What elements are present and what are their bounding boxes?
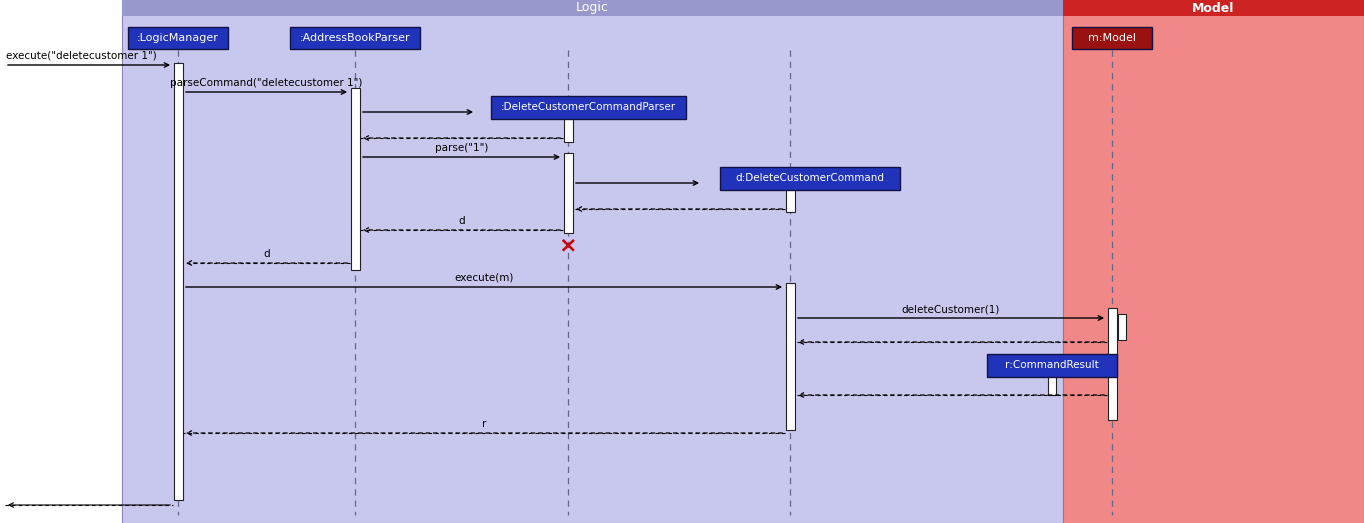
Bar — [128, 27, 228, 49]
Bar — [173, 63, 183, 500]
Bar — [351, 88, 360, 270]
Text: execute("deletecustomer 1"): execute("deletecustomer 1") — [5, 51, 157, 61]
Bar — [786, 283, 794, 430]
Bar — [121, 0, 1063, 16]
Bar — [491, 96, 686, 119]
Text: :DeleteCustomerCommandParser: :DeleteCustomerCommandParser — [501, 102, 675, 112]
Text: Logic: Logic — [576, 2, 608, 15]
Text: d: d — [458, 216, 465, 226]
Text: d: d — [263, 249, 270, 259]
Bar — [720, 166, 900, 189]
Bar — [1118, 314, 1127, 340]
Text: parseCommand("deletecustomer 1"): parseCommand("deletecustomer 1") — [170, 78, 363, 88]
Text: m:Model: m:Model — [1088, 33, 1136, 43]
Bar — [121, 0, 1063, 523]
Bar — [291, 27, 420, 49]
Bar — [1063, 0, 1364, 523]
Text: d:DeleteCustomerCommand: d:DeleteCustomerCommand — [735, 173, 884, 183]
Bar — [988, 354, 1117, 377]
Text: :LogicManager: :LogicManager — [136, 33, 220, 43]
Text: :AddressBookParser: :AddressBookParser — [300, 33, 411, 43]
Text: parse("1"): parse("1") — [435, 143, 488, 153]
Text: Model: Model — [1192, 2, 1234, 15]
Text: ×: × — [559, 235, 577, 255]
Bar — [1072, 27, 1153, 49]
Bar — [563, 153, 573, 233]
Text: execute(m): execute(m) — [454, 273, 514, 283]
Text: deleteCustomer(1): deleteCustomer(1) — [902, 304, 1000, 314]
Bar — [1063, 0, 1364, 16]
Text: r:CommandResult: r:CommandResult — [1005, 360, 1099, 370]
Bar — [786, 179, 794, 212]
Bar — [1048, 375, 1056, 395]
Bar — [563, 108, 573, 142]
Bar — [1108, 308, 1117, 420]
Text: r: r — [481, 419, 486, 429]
